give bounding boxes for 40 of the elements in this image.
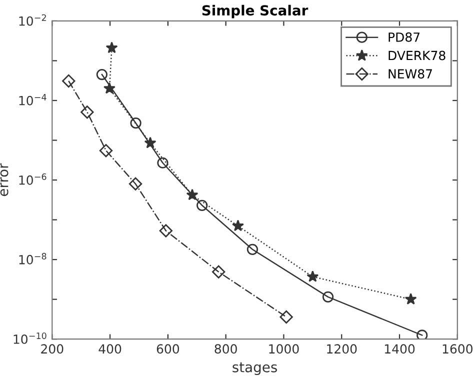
x-tick-label: 1000: [269, 344, 299, 354]
point: [196, 200, 208, 211]
point: [159, 224, 172, 238]
point: [306, 270, 319, 282]
x-tick-label: 200: [41, 344, 64, 354]
point: [232, 220, 244, 232]
point: [106, 42, 118, 54]
y-tick-label: 10$^{−10}$: [14, 332, 46, 344]
point: [416, 330, 428, 340]
point: [128, 177, 142, 190]
point: [157, 157, 168, 168]
legend-label: NEW87: [388, 69, 432, 79]
y-tick-label: 10$^{−8}$: [19, 252, 46, 264]
legend-label: PD87: [388, 32, 420, 42]
point: [404, 293, 417, 305]
x-tick-label: 600: [156, 344, 180, 354]
y-tick-label: 10$^{−6}$: [19, 173, 46, 185]
point: [322, 291, 334, 302]
chart-title: Simple Scalar: [202, 4, 308, 18]
y-tick-label: 10$^{−4}$: [19, 94, 46, 106]
x-axis-title: stages: [232, 362, 277, 376]
point: [62, 74, 76, 88]
point: [246, 244, 258, 255]
point: [212, 265, 226, 278]
point: [99, 144, 113, 158]
x-tick-label: 400: [98, 344, 122, 354]
point: [280, 310, 293, 324]
point: [186, 188, 198, 200]
x-tick-label: 1200: [327, 344, 357, 354]
x-tick-label: 1600: [442, 344, 472, 354]
y-axis-title: error: [0, 163, 8, 196]
point: [103, 82, 116, 94]
point: [144, 136, 156, 148]
point: [80, 106, 94, 119]
legend-label: DVERK78: [388, 50, 446, 60]
point: [96, 68, 108, 80]
y-tick-label: 10$^{−2}$: [19, 14, 46, 26]
x-tick-label: 800: [214, 344, 237, 354]
x-tick-label: 1400: [384, 344, 415, 354]
point: [130, 118, 142, 129]
